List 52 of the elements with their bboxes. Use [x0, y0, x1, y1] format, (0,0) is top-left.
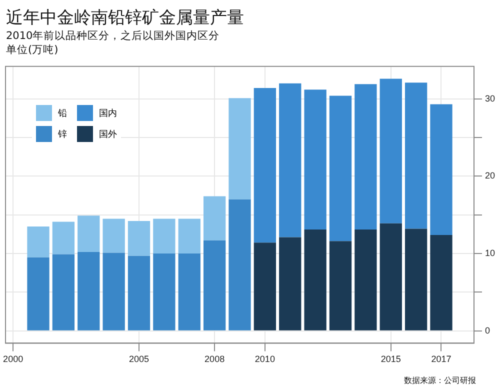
- bar: [404, 228, 428, 330]
- legend-label: 铅: [58, 108, 67, 120]
- bar: [128, 256, 150, 330]
- bar: [78, 216, 100, 252]
- bar: [380, 223, 402, 330]
- bar: [178, 218, 200, 254]
- bar: [430, 234, 452, 330]
- y-tick-label: 10: [484, 248, 496, 258]
- y-tick-label: 30: [484, 93, 496, 104]
- chart-subtitle: 2010年前以品种区分，之后以国外国内区分: [6, 29, 220, 43]
- x-tick-label: 2015: [380, 354, 401, 364]
- bar: [430, 104, 452, 235]
- chart-title: 近年中金岭南铅锌矿金属量产量: [6, 7, 244, 29]
- legend-label: 锌: [58, 128, 67, 140]
- legend-label: 国内: [99, 108, 117, 120]
- bar: [27, 257, 50, 330]
- x-tick-label: 2005: [128, 354, 150, 364]
- bar: [228, 98, 251, 200]
- bar: [304, 90, 326, 230]
- x-tick-label: 2008: [204, 354, 225, 364]
- y-tick-label: 0: [484, 325, 490, 336]
- bar: [52, 222, 75, 254]
- bar: [279, 237, 302, 330]
- bar: [78, 252, 100, 330]
- legend-label: 国外: [99, 128, 117, 140]
- x-tick-label: 2000: [3, 354, 24, 364]
- bar: [404, 82, 428, 229]
- bar: [203, 196, 226, 240]
- x-tick-label: 2017: [431, 354, 452, 364]
- bar: [354, 230, 377, 330]
- bar: [380, 78, 402, 224]
- bar: [228, 199, 251, 330]
- bar: [304, 230, 326, 330]
- source-note: 数据来源：公司研报: [404, 375, 476, 386]
- bar: [102, 252, 125, 330]
- bar: [329, 96, 352, 242]
- bar: [254, 242, 276, 330]
- x-tick-label: 2010: [254, 354, 275, 364]
- y-tick-label: 20: [484, 170, 496, 181]
- bar: [203, 240, 226, 330]
- bar: [128, 221, 150, 256]
- y-axis-title: 单位(万吨): [6, 43, 58, 57]
- bar: [329, 241, 352, 330]
- bar: [178, 254, 200, 330]
- bar: [279, 83, 302, 238]
- bar: [102, 218, 125, 253]
- bar: [52, 254, 75, 330]
- bar: [254, 88, 276, 243]
- bar: [153, 218, 176, 254]
- bar: [27, 226, 50, 258]
- bar: [354, 84, 377, 230]
- bar: [153, 254, 176, 330]
